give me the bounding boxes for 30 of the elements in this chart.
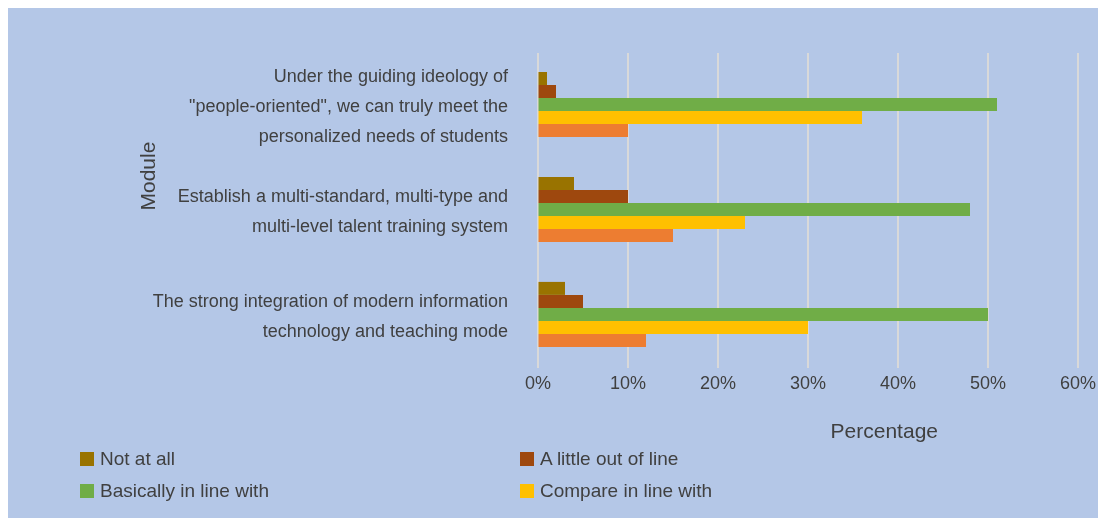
bar bbox=[538, 320, 808, 334]
bar bbox=[538, 333, 646, 347]
bar bbox=[538, 189, 628, 203]
bar bbox=[538, 215, 745, 229]
y-axis-title: Module bbox=[136, 141, 160, 211]
bar bbox=[538, 110, 862, 124]
bar bbox=[538, 84, 556, 98]
x-tick-label: 40% bbox=[879, 372, 917, 393]
bar bbox=[538, 176, 574, 190]
bar bbox=[538, 307, 988, 321]
x-tick-label: 0% bbox=[524, 372, 552, 393]
y-tick-label: The strong integration of modern information technology and teaching mode bbox=[152, 290, 508, 341]
x-tick-label: 10% bbox=[609, 372, 647, 393]
y-tick-label: Establish a multi-standard, multi-type and multi-level talent training system bbox=[177, 185, 508, 236]
legend-label: Compare in line with bbox=[540, 480, 713, 502]
bar bbox=[538, 281, 565, 295]
x-tick-label: 30% bbox=[789, 372, 827, 393]
bar bbox=[538, 228, 673, 242]
x-tick-label: 50% bbox=[969, 372, 1007, 393]
legend-label: Not at all bbox=[100, 448, 175, 470]
x-tick-label: 20% bbox=[699, 372, 737, 393]
legend-label: Basically in line with bbox=[100, 480, 269, 502]
bar bbox=[538, 123, 628, 137]
bar bbox=[538, 97, 997, 111]
x-axis-title: Percentage bbox=[830, 419, 938, 442]
legend-label: A little out of line bbox=[540, 448, 679, 470]
bar bbox=[538, 202, 970, 216]
y-tick-label: Under the guiding ideology of "people-oriented", we can truly meet the personalized needs of students bbox=[189, 65, 509, 146]
x-tick-label: 60% bbox=[1059, 372, 1097, 393]
bar bbox=[538, 294, 583, 308]
